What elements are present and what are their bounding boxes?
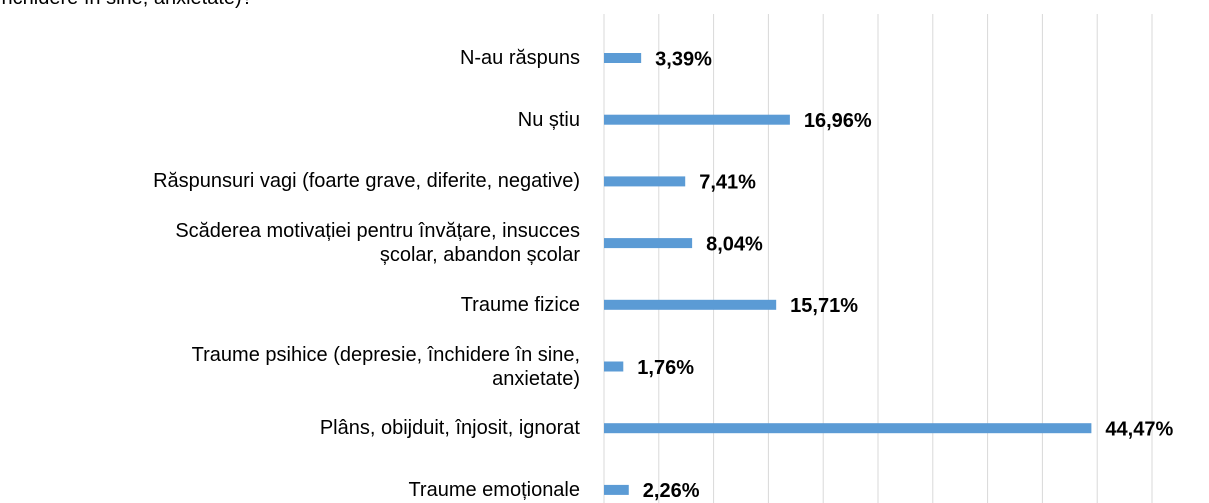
category-label: Nu știu xyxy=(517,108,580,131)
category-label: Plâns, obijduit, înjosit, ignorat xyxy=(319,417,580,440)
chart-title: închidere în sine, anxietate)? xyxy=(0,0,253,10)
category-label: Scăderea motivației pentru învățare, ins… xyxy=(175,220,580,267)
bar xyxy=(604,423,1092,434)
value-label: 15,71% xyxy=(790,295,858,317)
category-label: Traume fizice xyxy=(460,293,580,316)
value-label: 2,26% xyxy=(643,480,700,502)
category-label: Traume emoționale xyxy=(408,478,580,501)
value-label: 1,76% xyxy=(637,357,694,379)
value-label: 3,39% xyxy=(655,48,712,70)
value-label: 16,96% xyxy=(804,110,872,132)
bar xyxy=(604,176,686,187)
value-label: 7,41% xyxy=(699,172,756,194)
bar xyxy=(604,114,790,125)
category-label: N-au răspuns xyxy=(459,47,580,69)
bar xyxy=(604,361,624,372)
value-label: 44,47% xyxy=(1105,418,1173,440)
bar xyxy=(604,299,777,310)
category-label: Răspunsuri vagi (foarte grave, diferite,… xyxy=(153,170,580,193)
bar xyxy=(604,484,629,495)
category-label: Traume psihice (depresie, închidere în s… xyxy=(191,343,580,390)
bar xyxy=(604,238,693,249)
bar xyxy=(604,53,642,63)
value-label: 8,04% xyxy=(706,233,763,255)
